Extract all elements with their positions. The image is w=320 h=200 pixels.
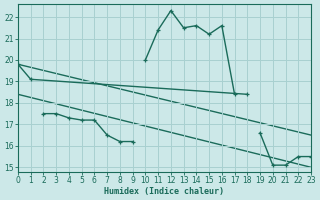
- X-axis label: Humidex (Indice chaleur): Humidex (Indice chaleur): [105, 187, 225, 196]
